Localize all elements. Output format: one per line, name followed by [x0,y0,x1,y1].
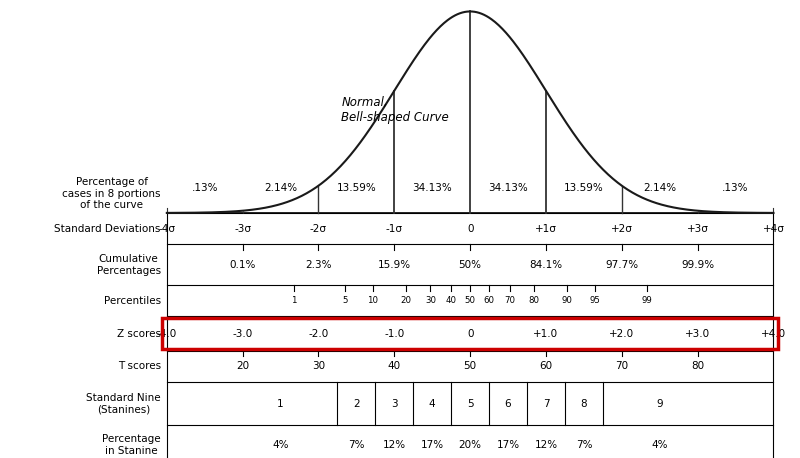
Text: 50: 50 [463,361,477,371]
Text: +1σ: +1σ [535,224,557,234]
Text: 70: 70 [615,361,628,371]
Text: -1.0: -1.0 [384,329,405,338]
Text: 8: 8 [581,399,587,409]
Text: +4σ: +4σ [762,224,784,234]
Text: .13%: .13% [191,183,218,193]
Text: 50: 50 [465,296,476,305]
Text: 60: 60 [484,296,495,305]
Text: 30: 30 [312,361,325,371]
Text: 2.14%: 2.14% [643,183,676,193]
Text: 1: 1 [278,399,284,409]
Text: 7: 7 [542,399,550,409]
Text: 13.59%: 13.59% [564,183,604,193]
Text: 90: 90 [562,296,573,305]
Text: Z scores: Z scores [117,329,161,338]
Text: +3σ: +3σ [686,224,709,234]
Text: 2.3%: 2.3% [306,260,332,270]
Text: 7%: 7% [576,440,592,450]
Text: 2: 2 [353,399,360,409]
Text: 3: 3 [391,399,398,409]
Text: 34.13%: 34.13% [412,183,452,193]
Text: 99: 99 [641,296,652,305]
Text: -3σ: -3σ [234,224,251,234]
Text: 30: 30 [425,296,436,305]
Text: 13.59%: 13.59% [337,183,376,193]
Text: 5: 5 [342,296,348,305]
Text: -2.0: -2.0 [308,329,329,338]
Text: 0: 0 [467,329,474,338]
Text: 40: 40 [446,296,457,305]
Text: 17%: 17% [497,440,520,450]
Text: +2σ: +2σ [611,224,633,234]
Text: -3.0: -3.0 [233,329,253,338]
Text: 7%: 7% [348,440,365,450]
Text: 20: 20 [236,361,250,371]
Text: 4%: 4% [272,440,289,450]
Text: 80: 80 [691,361,704,371]
Text: 80: 80 [529,296,539,305]
Text: Standard Nine
(Stanines): Standard Nine (Stanines) [86,393,161,414]
Text: Percentage of
cases in 8 portions
of the curve: Percentage of cases in 8 portions of the… [62,177,161,210]
Text: 12%: 12% [534,440,558,450]
Text: 12%: 12% [382,440,406,450]
Bar [162,318,778,349]
Text: 99.9%: 99.9% [681,260,714,270]
Text: 20%: 20% [458,440,482,450]
Text: -1σ: -1σ [386,224,403,234]
Text: -4σ: -4σ [158,224,175,234]
Text: 34.13%: 34.13% [488,183,528,193]
Text: 97.7%: 97.7% [606,260,638,270]
Text: 5: 5 [467,399,474,409]
Text: 6: 6 [505,399,511,409]
Text: 4: 4 [429,399,435,409]
Text: -2σ: -2σ [310,224,327,234]
Text: 95: 95 [590,296,600,305]
Text: 20: 20 [401,296,412,305]
Text: +4.0: +4.0 [761,329,786,338]
Text: 2.14%: 2.14% [264,183,297,193]
Text: 9: 9 [657,399,663,409]
Text: 84.1%: 84.1% [530,260,562,270]
Text: 40: 40 [388,361,401,371]
Text: 10: 10 [367,296,378,305]
Text: Cumulative
Percentages: Cumulative Percentages [97,254,161,276]
Text: -4.0: -4.0 [157,329,177,338]
Text: Standard Deviations: Standard Deviations [54,224,161,234]
Text: 1: 1 [291,296,297,305]
Text: 0.1%: 0.1% [230,260,256,270]
Text: 70: 70 [504,296,515,305]
Text: 15.9%: 15.9% [378,260,411,270]
Text: +3.0: +3.0 [685,329,710,338]
Text: 4%: 4% [651,440,668,450]
Text: Percentage
in Stanine: Percentage in Stanine [102,434,161,456]
Text: 50%: 50% [458,260,482,270]
Text: Normal,
Bell-shaped Curve: Normal, Bell-shaped Curve [342,96,449,124]
Text: T scores: T scores [118,361,161,371]
Text: .13%: .13% [722,183,749,193]
Text: Percentiles: Percentiles [104,296,161,306]
Text: +2.0: +2.0 [610,329,634,338]
Text: 17%: 17% [421,440,444,450]
Text: +1.0: +1.0 [534,329,558,338]
Text: 0: 0 [467,224,474,234]
Text: 60: 60 [539,361,553,371]
